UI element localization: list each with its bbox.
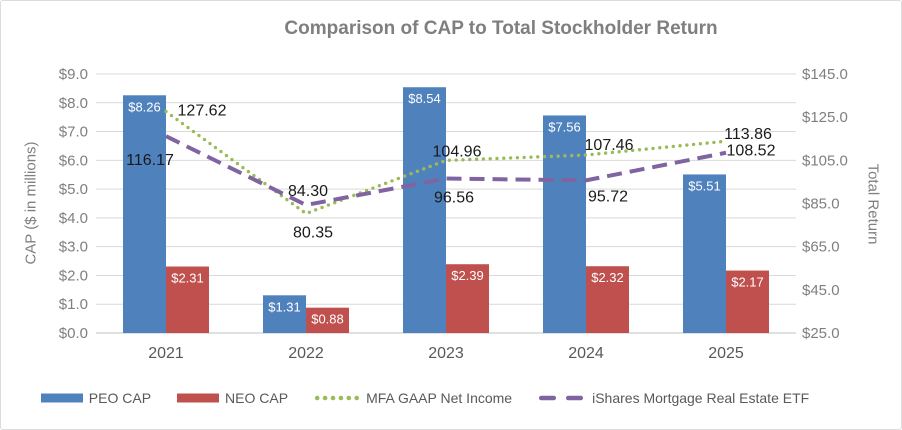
legend-label: NEO CAP bbox=[225, 390, 289, 406]
x-axis-label-2021: 2021 bbox=[148, 345, 184, 362]
bar-neo-cap-2022 bbox=[306, 307, 349, 333]
line-ishares-mortgage-real-estate-etf bbox=[165, 134, 727, 208]
left-axis-tick-label: $0.0 bbox=[59, 325, 88, 342]
right-axis-tick-label: $45.0 bbox=[802, 282, 840, 299]
left-axis-tick-label: $8.0 bbox=[59, 95, 88, 112]
legend-marker-dashed-icon bbox=[539, 395, 584, 401]
bar-neo-cap-2023 bbox=[446, 264, 489, 333]
legend-marker-dotted-icon bbox=[314, 395, 360, 401]
x-axis-label-2025: 2025 bbox=[708, 345, 744, 362]
left-axis-tick-label: $6.0 bbox=[59, 152, 88, 169]
right-axis-tick-label: $25.0 bbox=[802, 325, 840, 342]
line-value-label-mfa-gaap-net-income-2025: 113.86 bbox=[724, 126, 772, 143]
legend-marker-bar-icon bbox=[177, 393, 220, 403]
legend-item-mfa-gaap-net-income: MFA GAAP Net Income bbox=[314, 390, 512, 406]
right-axis-tick-label: $145.0 bbox=[802, 66, 848, 83]
chart-title: Comparison of CAP to Total Stockholder R… bbox=[284, 18, 718, 39]
right-axis-tick-label: $85.0 bbox=[802, 196, 840, 213]
line-value-label-mfa-gaap-net-income-2022: 80.35 bbox=[293, 225, 333, 242]
line-value-label-mfa-gaap-net-income-2024: 107.46 bbox=[585, 137, 634, 154]
line-value-label-ishares-mortgage-real-estate-etf-2024: 95.72 bbox=[588, 188, 628, 205]
bar-peo-cap-2021 bbox=[123, 95, 166, 333]
bar-value-label: $0.88 bbox=[311, 312, 344, 327]
left-axis-tick-label: $1.0 bbox=[59, 296, 88, 313]
x-axis-label-2022: 2022 bbox=[288, 345, 324, 362]
left-axis-tick-label: $7.0 bbox=[59, 124, 88, 141]
left-axis-tick-label: $2.0 bbox=[59, 267, 88, 284]
bar-neo-cap-2024 bbox=[586, 266, 629, 333]
bar-peo-cap-2023 bbox=[403, 87, 446, 333]
bar-value-label: $5.51 bbox=[688, 178, 721, 193]
line-value-label-ishares-mortgage-real-estate-etf-2021: 116.17 bbox=[126, 152, 174, 169]
bar-neo-cap-2025 bbox=[726, 270, 769, 333]
left-axis-tick-label: $4.0 bbox=[59, 210, 88, 227]
left-axis-tick-label: $9.0 bbox=[59, 66, 88, 83]
right-axis-tick-label: $105.0 bbox=[802, 152, 848, 169]
line-mfa-gaap-net-income bbox=[164, 109, 728, 216]
bar-neo-cap-2021 bbox=[166, 266, 209, 333]
bar-value-label: $2.31 bbox=[171, 271, 204, 286]
line-value-label-ishares-mortgage-real-estate-etf-2025: 108.52 bbox=[727, 143, 776, 160]
legend-label: MFA GAAP Net Income bbox=[366, 390, 513, 406]
bar-peo-cap-2025 bbox=[683, 174, 726, 333]
line-value-label-ishares-mortgage-real-estate-etf-2023: 96.56 bbox=[434, 190, 474, 207]
line-value-label-mfa-gaap-net-income-2021: 127.62 bbox=[178, 103, 227, 120]
left-axis-tick-label: $3.0 bbox=[59, 239, 88, 256]
x-axis-label-2024: 2024 bbox=[568, 345, 604, 362]
bar-value-label: $1.31 bbox=[268, 299, 301, 314]
bar-value-label: $8.26 bbox=[128, 99, 161, 114]
left-axis-tick-label: $5.0 bbox=[59, 181, 88, 198]
legend-label: iShares Mortgage Real Estate ETF bbox=[592, 390, 810, 406]
bar-peo-cap-2022 bbox=[263, 295, 306, 333]
bar-value-label: $2.39 bbox=[451, 268, 484, 283]
right-axis-tick-label: $125.0 bbox=[802, 109, 848, 126]
x-axis-label-2023: 2023 bbox=[428, 345, 464, 362]
legend-item-neo-cap: NEO CAP bbox=[177, 390, 288, 406]
bar-peo-cap-2024 bbox=[543, 115, 586, 333]
line-value-label-ishares-mortgage-real-estate-etf-2022: 84.30 bbox=[288, 183, 328, 200]
line-value-label-mfa-gaap-net-income-2023: 104.96 bbox=[433, 143, 482, 160]
legend: PEO CAP NEO CAP MFA GAAP Net Income iShares… bbox=[1, 386, 901, 410]
legend-item-peo-cap: PEO CAP bbox=[40, 390, 152, 406]
bar-value-label: $2.32 bbox=[591, 270, 624, 285]
right-axis-tick-label: $65.0 bbox=[802, 239, 840, 256]
bar-value-label: $7.56 bbox=[548, 119, 581, 134]
legend-label: PEO CAP bbox=[88, 390, 152, 406]
bar-value-label: $2.17 bbox=[731, 275, 764, 290]
legend-marker-bar-icon bbox=[40, 393, 83, 403]
legend-item-ishares-mortgage-real-estate-etf: iShares Mortgage Real Estate ETF bbox=[538, 390, 809, 406]
bar-value-label: $8.54 bbox=[408, 91, 441, 106]
